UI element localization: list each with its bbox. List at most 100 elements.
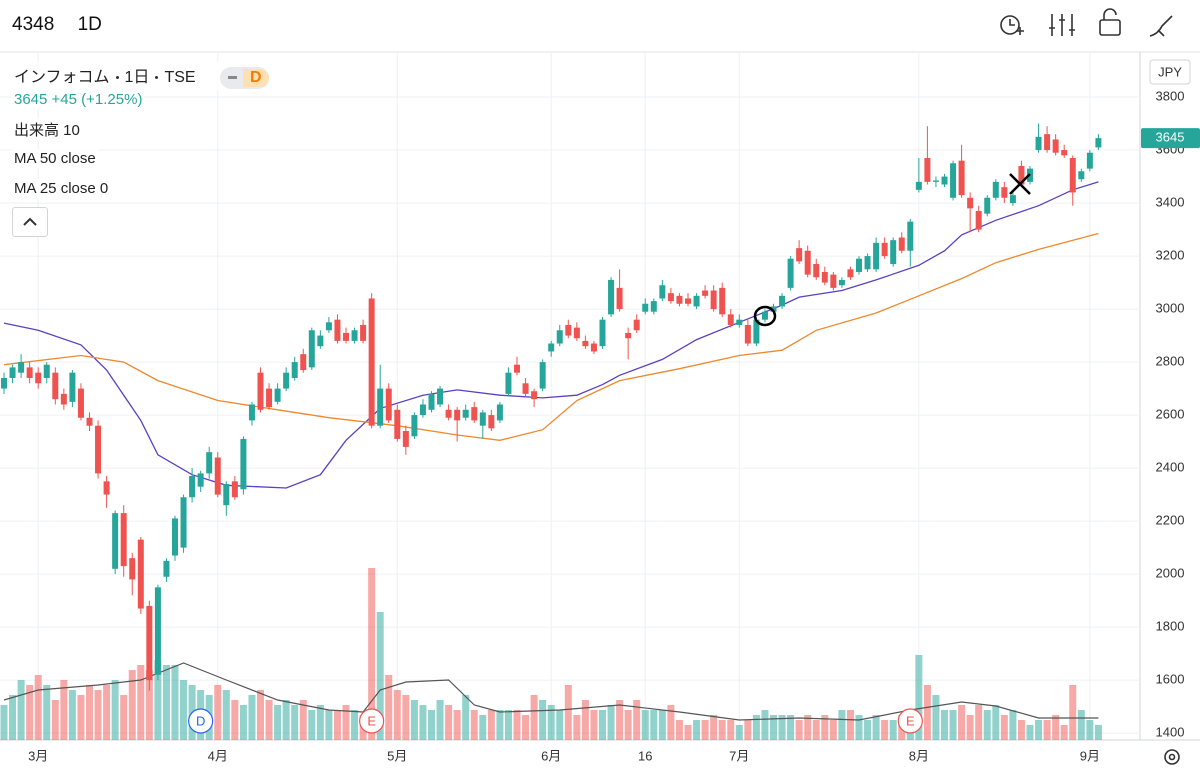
candle-body — [437, 388, 444, 405]
candle-body — [967, 197, 974, 209]
badge[interactable]: D — [220, 66, 269, 89]
candle-body — [180, 497, 187, 548]
volume-bar — [1009, 710, 1017, 740]
top-icons[interactable] — [1000, 8, 1173, 37]
volume-bar — [1052, 715, 1060, 740]
volume-bar — [180, 680, 188, 740]
volume-bar — [43, 685, 51, 740]
candle-body — [394, 409, 401, 439]
candle-body — [154, 587, 161, 675]
candle-body — [787, 258, 794, 288]
name: TSE — [164, 69, 196, 86]
volume-bar — [265, 700, 273, 740]
volume-bar — [949, 710, 957, 740]
currency-box[interactable] — [1149, 59, 1191, 85]
volume-bar — [385, 675, 393, 740]
candle-body — [488, 415, 495, 429]
candle-body — [1095, 138, 1102, 148]
volume-bar — [881, 720, 889, 740]
volume-bar — [299, 700, 307, 740]
study[interactable]: 出来高 10 — [12, 118, 82, 141]
x-tick-label: 4月 — [208, 748, 228, 763]
candle-body — [625, 332, 632, 339]
candle-body — [514, 364, 520, 373]
last-price: 3645 — [14, 91, 48, 108]
y-tick-label: 3400 — [1156, 195, 1185, 210]
volume-bar — [795, 720, 803, 740]
candle-body — [257, 372, 264, 410]
legend-title: インフォコム 1日 TSE D — [12, 62, 271, 90]
volume-bar — [60, 680, 68, 740]
collapse-button[interactable] — [12, 207, 48, 237]
candle-body — [941, 176, 948, 185]
candle-body — [419, 404, 426, 416]
x-tick-label: 3月 — [28, 748, 48, 763]
cross-annotation — [1009, 173, 1031, 195]
candle-body — [411, 415, 418, 437]
last-line: 3645 +45 (+1.25%) — [12, 90, 145, 109]
candle-body — [650, 301, 657, 312]
volume-bar — [325, 710, 333, 740]
candle-body — [633, 319, 640, 331]
change: +45 (+1.25%) — [51, 91, 143, 108]
interval[interactable]: 1D — [77, 14, 102, 35]
volume-bar — [496, 710, 504, 740]
volume-bar — [51, 700, 59, 740]
volume-bar — [487, 710, 495, 740]
study[interactable]: MA 25 close 0 — [12, 179, 111, 198]
volume-bar — [282, 700, 290, 740]
candle-body — [95, 425, 102, 474]
candle-body — [172, 518, 178, 556]
candle-body — [573, 327, 580, 339]
volume-bar — [590, 710, 598, 740]
candle-body — [35, 372, 42, 384]
candle-body — [377, 388, 384, 426]
volume-bar — [0, 705, 8, 740]
volume-bar — [419, 705, 427, 740]
candle-body — [308, 330, 315, 368]
last-price-label: 3645 — [1156, 130, 1185, 145]
volume-bar — [607, 705, 615, 740]
study[interactable]: MA 50 close — [12, 149, 98, 168]
volume-bar — [975, 705, 983, 740]
candle-body — [642, 303, 649, 312]
volume-bar — [829, 720, 837, 740]
candle-body — [548, 343, 555, 352]
volume-bar — [111, 680, 119, 740]
ma-line — [3, 181, 1099, 489]
volume-bar — [68, 690, 76, 740]
y-tick-label: 2000 — [1156, 566, 1185, 581]
volume-bar — [274, 705, 282, 740]
settings-icon[interactable] — [1164, 749, 1180, 765]
candle-body — [779, 295, 786, 307]
candle-body — [103, 481, 110, 495]
volume-bar — [1000, 715, 1008, 740]
candle-body — [659, 285, 666, 299]
candle-body — [18, 362, 25, 373]
volume-bar — [436, 700, 444, 740]
candle-body — [710, 290, 717, 310]
y-tick-label: 2800 — [1156, 354, 1185, 369]
chevron — [23, 217, 37, 226]
volume-bar — [1043, 720, 1051, 740]
candle-body — [471, 407, 478, 421]
volume-bar — [222, 690, 230, 740]
candle-body — [727, 314, 734, 325]
candle-body — [283, 372, 290, 389]
candle-body — [539, 362, 546, 389]
volume-bar — [966, 715, 974, 740]
y-tick-label: 3800 — [1156, 88, 1185, 103]
y-tick-label: 2200 — [1156, 513, 1185, 528]
volume-bar — [983, 710, 991, 740]
volume-bar — [77, 695, 85, 740]
volume-bar — [257, 690, 264, 740]
candle-body — [1, 377, 7, 389]
candle-body — [300, 354, 307, 371]
volume-bar — [641, 710, 649, 740]
volume-bar — [376, 612, 384, 740]
volume-bar — [710, 715, 718, 740]
volume-bar — [1026, 725, 1034, 740]
volume-bar — [171, 665, 179, 740]
candle-body — [1001, 187, 1008, 198]
volume-bar — [120, 695, 128, 740]
